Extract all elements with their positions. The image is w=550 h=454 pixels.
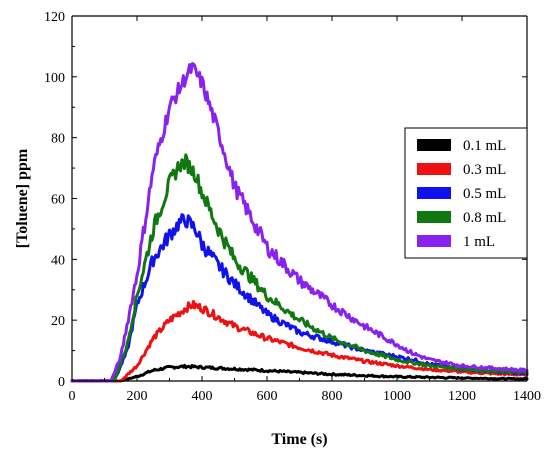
legend: 0.1 mL 0.3 mL 0.5 mL 0.8 mL 1 mL [404, 127, 528, 259]
legend-entry-4: 1 mL [463, 234, 495, 250]
series-line-3 [70, 153, 529, 383]
legend-swatch-0 [417, 139, 451, 151]
y-axis-label: [Toluene] ppm [14, 148, 31, 248]
series-layer [70, 62, 529, 383]
legend-swatch-2 [417, 187, 451, 199]
x-tick-label: 1400 [513, 389, 541, 404]
y-tick-label: 0 [58, 375, 65, 390]
legend-entry-3: 0.8 mL [463, 210, 506, 226]
series-line-1 [70, 299, 529, 383]
x-tick-label: 1200 [448, 389, 476, 404]
x-tick-label: 0 [69, 389, 76, 404]
x-axis-label: Time (s) [271, 431, 327, 448]
x-tick-label: 1000 [383, 389, 411, 404]
legend-entry-2: 0.5 mL [463, 186, 506, 202]
y-tick-label: 120 [44, 10, 65, 25]
y-tick-label: 20 [51, 314, 65, 329]
legend-swatch-3 [417, 211, 451, 223]
y-tick-label: 80 [51, 132, 65, 147]
legend-entry-0: 0.1 mL [463, 138, 506, 154]
series-line-0 [70, 363, 529, 383]
legend-swatch-1 [417, 163, 451, 175]
x-tick-label: 800 [322, 389, 343, 404]
legend-swatch-4 [417, 235, 451, 247]
y-tick-label: 100 [44, 71, 65, 86]
axes: 0 200 400 600 800 1000 1200 1400 0 20 40 60 80 100 120 [44, 10, 541, 404]
x-tick-label: 600 [257, 389, 278, 404]
legend-entry-1: 0.3 mL [463, 162, 506, 178]
x-tick-label: 200 [127, 389, 148, 404]
x-tick-label: 400 [192, 389, 213, 404]
series-line-4 [70, 62, 529, 383]
y-tick-label: 40 [51, 253, 65, 268]
y-tick-label: 60 [51, 193, 65, 208]
